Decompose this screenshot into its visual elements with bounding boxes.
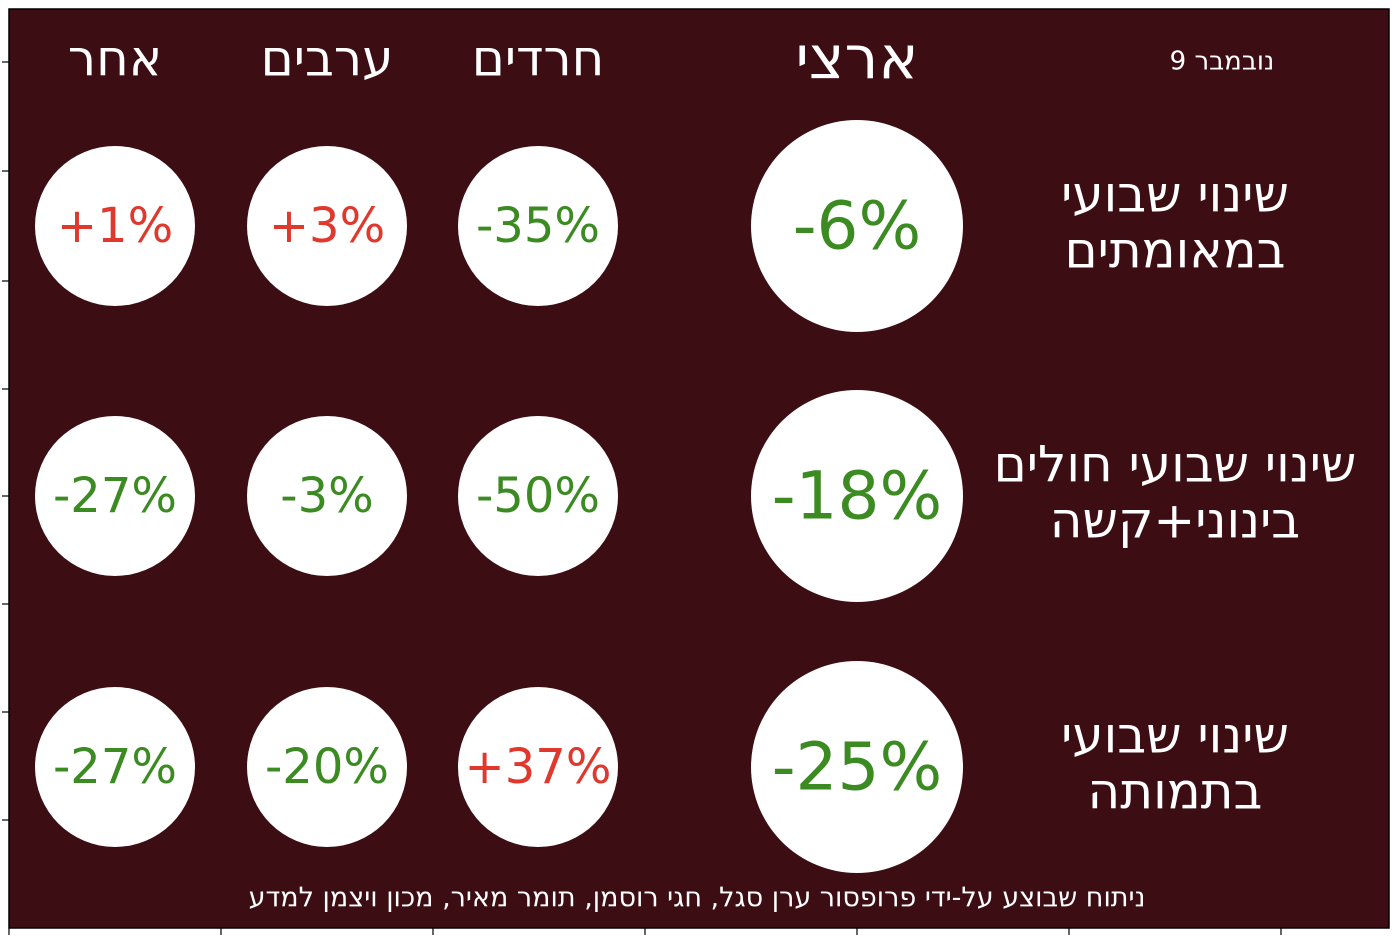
- bubble-circle: [751, 120, 963, 332]
- bubble-circle: [247, 687, 407, 847]
- column-header: חרדים: [472, 30, 605, 88]
- value-bubble: -27%: [35, 687, 195, 847]
- value-bubble: +37%: [458, 687, 618, 847]
- value-bubble: +3%: [247, 146, 407, 306]
- attribution-footer: ניתוח שבוצע על-ידי פרופסור ערן סגל, חגי …: [249, 883, 1146, 914]
- row-label-line: שינוי שבועי חולים: [994, 436, 1357, 494]
- bubble-circle: [458, 416, 618, 576]
- bubble-circle: [35, 146, 195, 306]
- value-bubble: +1%: [35, 146, 195, 306]
- column-header: ארצי: [796, 24, 919, 94]
- value-bubble: -35%: [458, 146, 618, 306]
- value-label: -27%: [53, 468, 177, 524]
- value-bubble: -6%: [751, 120, 963, 332]
- value-label: -18%: [772, 458, 943, 535]
- bubble-circle: [247, 146, 407, 306]
- row-label-line: במאומתים: [1064, 222, 1285, 280]
- row-label-line: שינוי שבועי: [1061, 166, 1289, 224]
- value-bubble: -50%: [458, 416, 618, 576]
- value-label: -27%: [53, 739, 177, 795]
- value-label: -3%: [280, 468, 373, 524]
- value-label: -35%: [476, 198, 600, 254]
- row-label-line: בינוני+קשה: [1050, 492, 1300, 550]
- value-bubble: -25%: [751, 661, 963, 873]
- value-label: -6%: [793, 188, 922, 265]
- row-label-line: שינוי שבועי: [1061, 707, 1289, 765]
- value-label: -25%: [772, 729, 943, 806]
- value-bubble: -3%: [247, 416, 407, 576]
- bubble-circle: [458, 146, 618, 306]
- value-bubble: -27%: [35, 416, 195, 576]
- column-header: ערבים: [261, 30, 394, 88]
- bubble-circle: [458, 687, 618, 847]
- row-label-line: בתמותה: [1088, 763, 1263, 821]
- value-label: -20%: [265, 739, 389, 795]
- bubble-circle: [751, 661, 963, 873]
- value-bubble: -20%: [247, 687, 407, 847]
- bubble-circle: [35, 687, 195, 847]
- value-label: +37%: [465, 739, 612, 795]
- value-bubble: -18%: [751, 390, 963, 602]
- column-header: אחר: [68, 30, 162, 88]
- value-label: +3%: [269, 198, 385, 254]
- date-label: נובמבר 9: [1170, 47, 1275, 77]
- bubble-circle: [35, 416, 195, 576]
- value-label: +1%: [57, 198, 173, 254]
- value-label: -50%: [476, 468, 600, 524]
- column-headers: ארצי חרדים ערבים אחר: [68, 24, 919, 94]
- bubble-circle: [247, 416, 407, 576]
- axis-ticks: [2, 61, 1282, 935]
- value-bubbles: -6% -35% +3% +1% -18% -50% -3% -27% -25% +37% -20%…: [35, 120, 963, 873]
- chart-panel: [8, 8, 1390, 929]
- bubble-circle: [751, 390, 963, 602]
